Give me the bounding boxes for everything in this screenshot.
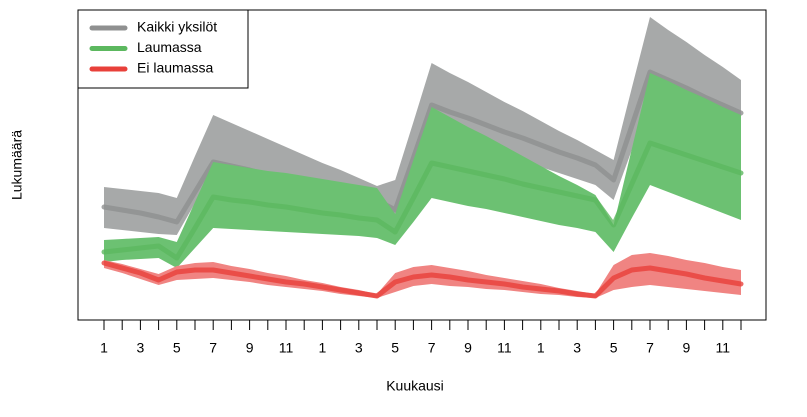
x-tick-label: 9 xyxy=(246,340,254,356)
x-tick-label: 1 xyxy=(100,340,108,356)
legend-label: Kaikki yksilöt xyxy=(137,19,217,35)
x-tick-label: 11 xyxy=(497,340,512,356)
x-tick-label: 5 xyxy=(173,340,181,356)
plot-area xyxy=(101,17,744,299)
x-tick-label: 3 xyxy=(355,340,363,356)
legend-label: Laumassa xyxy=(137,39,202,55)
mean-line xyxy=(101,260,744,299)
mean-line xyxy=(101,140,744,261)
x-tick-label: 7 xyxy=(209,340,217,356)
band xyxy=(104,73,741,268)
x-axis-label: Kuukausi xyxy=(386,378,444,394)
y-axis-label: Lukumäärä xyxy=(9,130,25,200)
x-tick-label: 5 xyxy=(391,340,399,356)
plot-frame xyxy=(77,9,767,321)
x-tick-label: 7 xyxy=(646,340,654,356)
x-tick-label: 11 xyxy=(279,340,294,356)
x-tick-label: 1 xyxy=(319,340,327,356)
x-tick-label: 5 xyxy=(610,340,618,356)
x-tick-label: 7 xyxy=(428,340,436,356)
x-tick-label: 3 xyxy=(137,340,145,356)
legend: Kaikki yksilöt Laumassa Ei laumassa xyxy=(77,9,249,89)
legend-label: Ei laumassa xyxy=(137,60,213,76)
x-tick-label: 3 xyxy=(573,340,581,356)
mean-line xyxy=(101,69,744,225)
x-tick-label: 9 xyxy=(464,340,472,356)
x-tick-label: 11 xyxy=(716,340,731,356)
x-tick-label: 1 xyxy=(537,340,545,356)
x-tick-label: 9 xyxy=(683,340,691,356)
